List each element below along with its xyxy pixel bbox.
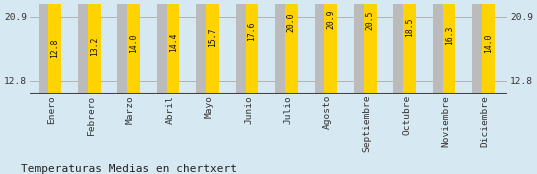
- Bar: [285, 0, 297, 94]
- Text: 13.2: 13.2: [90, 37, 99, 56]
- Bar: [78, 0, 91, 94]
- Bar: [354, 0, 367, 94]
- Bar: [197, 0, 209, 94]
- Bar: [157, 0, 170, 94]
- Text: 20.5: 20.5: [366, 11, 375, 30]
- Text: 18.5: 18.5: [405, 18, 414, 37]
- Text: Temperaturas Medias en chertxert: Temperaturas Medias en chertxert: [21, 164, 237, 174]
- Bar: [403, 0, 416, 94]
- Bar: [245, 0, 258, 94]
- Bar: [118, 0, 130, 94]
- Bar: [394, 0, 406, 94]
- Text: 20.0: 20.0: [287, 13, 296, 32]
- Bar: [167, 0, 179, 94]
- Text: 20.9: 20.9: [326, 9, 335, 29]
- Text: 14.4: 14.4: [169, 33, 178, 52]
- Text: 16.3: 16.3: [445, 26, 454, 45]
- Bar: [39, 0, 51, 94]
- Bar: [324, 0, 337, 94]
- Bar: [443, 0, 455, 94]
- Bar: [236, 0, 249, 94]
- Bar: [206, 0, 219, 94]
- Text: 15.7: 15.7: [208, 28, 217, 47]
- Bar: [364, 0, 376, 94]
- Bar: [88, 0, 100, 94]
- Bar: [473, 0, 485, 94]
- Bar: [433, 0, 446, 94]
- Bar: [48, 0, 61, 94]
- Bar: [275, 0, 288, 94]
- Text: 17.6: 17.6: [248, 21, 257, 41]
- Text: 14.0: 14.0: [129, 34, 138, 53]
- Text: 12.8: 12.8: [50, 38, 59, 58]
- Bar: [482, 0, 495, 94]
- Bar: [127, 0, 140, 94]
- Bar: [315, 0, 327, 94]
- Text: 14.0: 14.0: [484, 34, 493, 53]
